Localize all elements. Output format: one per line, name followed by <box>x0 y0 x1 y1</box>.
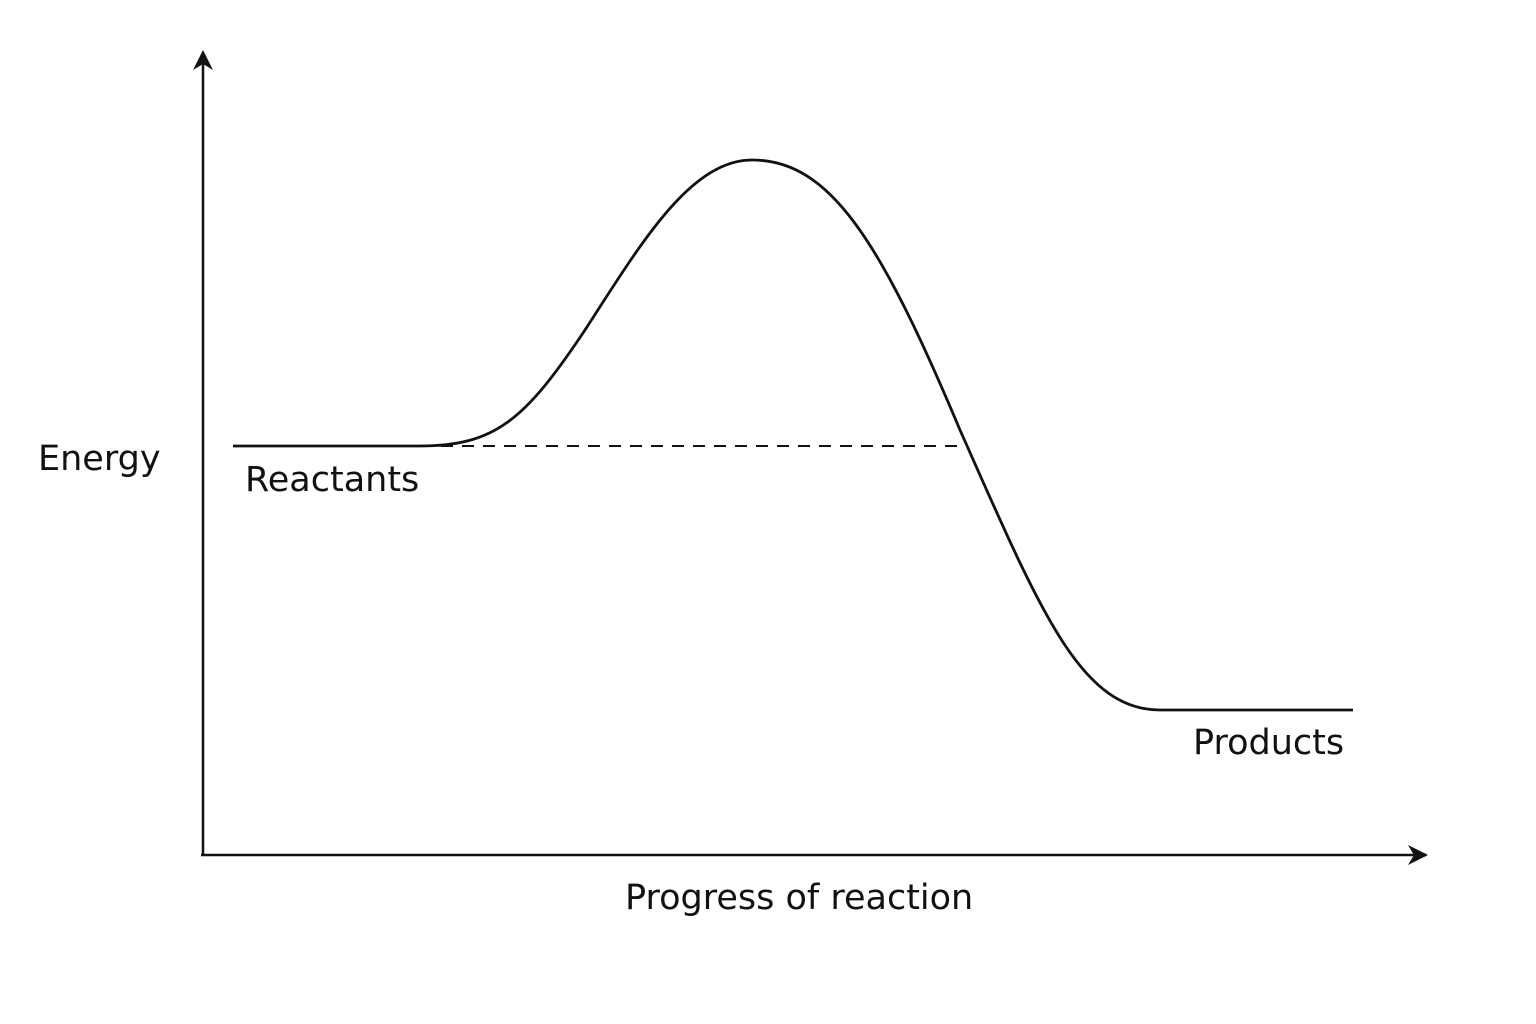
products-label: Products <box>1193 723 1344 763</box>
x-axis-label: Progress of reaction <box>625 878 973 918</box>
y-axis-label: Energy <box>38 439 161 479</box>
reaction-energy-curve <box>233 158 1353 712</box>
reactants-label: Reactants <box>245 460 419 500</box>
